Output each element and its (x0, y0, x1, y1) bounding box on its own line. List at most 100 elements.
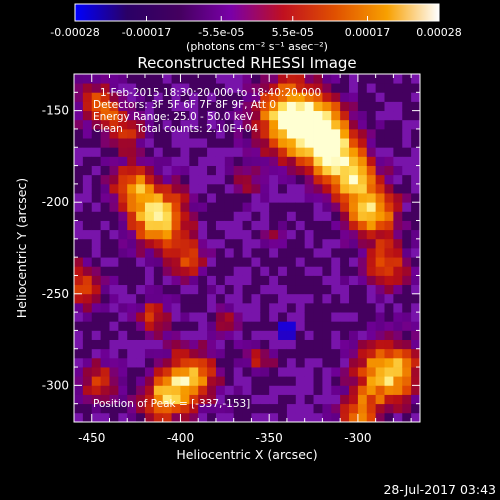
heatmap-cell (144, 174, 155, 185)
heatmap-cell (278, 339, 288, 350)
heatmap-cell (402, 321, 412, 331)
heatmap-cell (162, 128, 172, 139)
heatmap-cell (411, 302, 420, 313)
heatmap-cell (322, 101, 332, 112)
heatmap-cell (91, 174, 102, 185)
heatmap-cell (286, 193, 297, 203)
heatmap-cell (207, 119, 217, 130)
heatmap-cell (411, 385, 420, 395)
heatmap-cell (366, 330, 377, 340)
heatmap-cell (393, 266, 403, 276)
heatmap-cell (384, 266, 394, 276)
heatmap-cell (91, 119, 102, 130)
heatmap-cell (162, 248, 172, 258)
heatmap-cell (233, 394, 243, 405)
heatmap-cell (118, 147, 128, 157)
heatmap-cell (340, 348, 350, 359)
heatmap-cell (331, 385, 341, 395)
heatmap-cell (207, 385, 217, 395)
heatmap-cell (357, 147, 368, 157)
heatmap-cell (198, 110, 208, 121)
heatmap-cell (269, 74, 279, 84)
heatmap-cell (322, 394, 332, 405)
heatmap-cell (393, 220, 403, 231)
heatmap-cell (144, 202, 155, 212)
heatmap-cell (109, 348, 119, 359)
heatmap-cell (331, 211, 341, 221)
heatmap-cell (295, 302, 306, 313)
heatmap-cell (153, 238, 164, 249)
heatmap-cell (340, 412, 350, 422)
heatmap-cell (286, 92, 297, 102)
heatmap-cell (109, 357, 119, 368)
heatmap-cell (251, 412, 261, 422)
heatmap-cell (357, 403, 368, 414)
heatmap-cell (402, 119, 412, 130)
heatmap-cell (393, 101, 403, 112)
heatmap-cell (331, 238, 341, 249)
heatmap-cell (411, 321, 420, 331)
heatmap-cell (269, 211, 279, 221)
heatmap-cell (189, 156, 199, 166)
heatmap-cell (304, 128, 314, 139)
heatmap-cell (375, 83, 385, 93)
heatmap-cell (411, 119, 420, 130)
heatmap-cell (402, 220, 412, 231)
heatmap-cell (144, 193, 155, 203)
heatmap-cell (136, 138, 146, 148)
heatmap-cell (233, 248, 243, 258)
heatmap-cell (153, 394, 164, 405)
heatmap-cell (313, 211, 323, 221)
heatmap-cell (171, 110, 181, 121)
heatmap-cell (384, 92, 394, 102)
heatmap-cell (74, 385, 84, 395)
heatmap-cell (340, 238, 350, 249)
heatmap-cell (260, 376, 270, 386)
heatmap-cell (100, 248, 110, 258)
heatmap-cell (286, 110, 297, 121)
heatmap-cell (313, 248, 323, 258)
heatmap-cell (242, 101, 252, 112)
heatmap-cell (171, 357, 181, 368)
heatmap-cell (215, 302, 226, 313)
heatmap-cell (402, 348, 412, 359)
heatmap-cell (286, 394, 297, 405)
heatmap-cell (331, 403, 341, 414)
heatmap-cell (278, 83, 288, 93)
heatmap-cell (286, 257, 297, 267)
heatmap-cell (251, 275, 261, 286)
heatmap-cell (233, 183, 243, 194)
heatmap-cell (269, 165, 279, 176)
heatmap-cell (127, 321, 137, 331)
heatmap-cell (74, 101, 84, 112)
heatmap-cell (82, 403, 93, 414)
heatmap-cell (375, 193, 385, 203)
heatmap-cell (127, 385, 137, 395)
heatmap-cell (189, 412, 199, 422)
heatmap-cell (411, 128, 420, 139)
heatmap-cell (144, 257, 155, 267)
heatmap-cell (269, 220, 279, 231)
heatmap-cell (375, 275, 385, 286)
heatmap-cell (91, 403, 102, 414)
heatmap-cell (278, 275, 288, 286)
heatmap-cell (286, 321, 297, 331)
annotation-method-counts: Clean Total counts: 2.10E+04 (93, 123, 258, 135)
heatmap-cell (180, 367, 190, 377)
heatmap-cell (402, 83, 412, 93)
heatmap-cell (278, 321, 288, 331)
heatmap-cell (207, 257, 217, 267)
heatmap-cell (233, 302, 243, 313)
heatmap-cell (278, 302, 288, 313)
heatmap-cell (233, 202, 243, 212)
heatmap-cell (286, 83, 297, 93)
heatmap-cell (171, 193, 181, 203)
heatmap-cell (189, 220, 199, 231)
heatmap-cell (100, 83, 110, 93)
heatmap-cell (180, 394, 190, 405)
heatmap-cell (411, 183, 420, 194)
heatmap-cell (171, 183, 181, 194)
heatmap-cell (82, 110, 93, 121)
heatmap-cell (171, 403, 181, 414)
heatmap-cell (384, 165, 394, 176)
